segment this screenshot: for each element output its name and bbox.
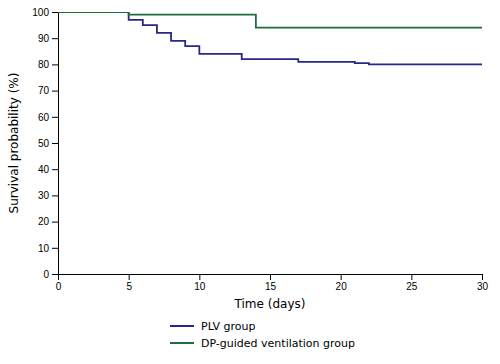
legend: PLV group DP-guided ventilation group <box>170 320 355 350</box>
x-tick-label: 5 <box>126 281 132 292</box>
x-tick-label: 15 <box>265 281 277 292</box>
legend-swatch <box>170 325 194 327</box>
y-tick-mark <box>52 117 58 118</box>
x-tick-mark <box>129 274 130 280</box>
x-tick: 0 <box>56 274 62 292</box>
y-tick-label: 10 <box>38 243 50 254</box>
x-tick-mark <box>341 274 342 280</box>
y-axis-title: Survival probability (%) <box>7 73 21 214</box>
y-tick-label: 70 <box>38 85 50 96</box>
y-tick-label: 80 <box>38 59 50 70</box>
y-tick: 100 <box>32 7 58 18</box>
y-tick: 40 <box>38 164 58 175</box>
y-tick-label: 50 <box>38 138 50 149</box>
y-tick: 60 <box>38 112 58 123</box>
y-tick-mark <box>52 12 58 13</box>
x-tick: 15 <box>265 274 277 292</box>
legend-label: PLV group <box>201 320 256 333</box>
y-tick: 10 <box>38 243 58 254</box>
x-tick: 30 <box>477 274 489 292</box>
x-tick: 10 <box>194 274 206 292</box>
x-tick: 25 <box>406 274 418 292</box>
legend-label: DP-guided ventilation group <box>201 337 355 350</box>
y-axis: 0 10 20 30 40 50 60 70 80 90 100 <box>32 7 58 280</box>
plot: 0 5 10 15 20 25 30 0 10 20 30 40 50 60 70 80 90 100 Time (… <box>7 7 488 311</box>
y-tick-label: 60 <box>38 112 50 123</box>
x-tick-mark <box>411 274 412 280</box>
y-tick-label: 30 <box>38 190 50 201</box>
lines <box>58 12 482 64</box>
chart: 0 5 10 15 20 25 30 0 10 20 30 40 50 60 70 80 90 100 Time (… <box>0 0 500 364</box>
y-tick-mark <box>52 64 58 65</box>
x-tick-label: 10 <box>194 281 206 292</box>
y-tick-mark <box>52 248 58 249</box>
y-tick: 90 <box>38 33 58 44</box>
y-tick-mark <box>52 143 58 144</box>
x-axis: 0 5 10 15 20 25 30 <box>56 274 489 292</box>
x-tick-mark <box>482 274 483 280</box>
x-tick-label: 30 <box>477 281 489 292</box>
y-tick-label: 20 <box>38 216 50 227</box>
legend-item: PLV group <box>170 320 256 333</box>
y-tick-mark <box>52 38 58 39</box>
y-tick: 20 <box>38 216 58 227</box>
y-axis-line <box>52 13 59 275</box>
x-tick-label: 25 <box>406 281 418 292</box>
y-tick-label: 100 <box>32 7 49 18</box>
y-tick-mark <box>52 91 58 92</box>
x-tick-mark <box>270 274 271 280</box>
x-tick-label: 20 <box>336 281 348 292</box>
y-tick-mark <box>52 169 58 170</box>
x-tick: 5 <box>126 274 132 292</box>
y-tick-label: 40 <box>38 164 50 175</box>
legend-item: DP-guided ventilation group <box>170 337 355 350</box>
x-axis-line <box>59 275 483 281</box>
y-tick-label: 0 <box>43 269 49 280</box>
x-tick-label: 0 <box>56 281 62 292</box>
y-tick-label: 90 <box>38 33 50 44</box>
series-line <box>58 12 482 64</box>
y-tick: 80 <box>38 59 58 70</box>
x-tick: 20 <box>336 274 348 292</box>
y-tick: 50 <box>38 138 58 149</box>
y-tick: 0 <box>43 269 58 280</box>
legend-swatch <box>170 342 194 344</box>
y-tick: 70 <box>38 85 58 96</box>
y-tick: 30 <box>38 190 58 201</box>
y-tick-mark <box>52 274 58 275</box>
x-axis-title: Time (days) <box>234 297 306 311</box>
x-tick-mark <box>199 274 200 280</box>
series-line <box>58 12 482 28</box>
y-tick-mark <box>52 222 58 223</box>
y-tick-mark <box>52 195 58 196</box>
